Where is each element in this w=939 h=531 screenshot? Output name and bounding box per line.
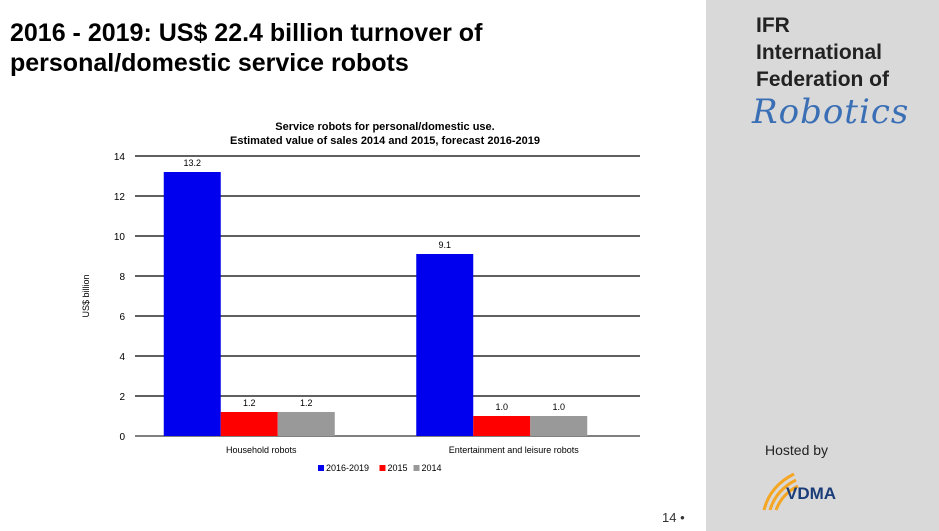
vdma-name: VDMA — [786, 484, 837, 503]
x-tick-label: Entertainment and leisure robots — [449, 445, 580, 455]
logo-line2: International — [756, 41, 883, 64]
legend-swatch — [413, 465, 420, 471]
x-tick-label: Household robots — [226, 445, 297, 455]
data-label: 1.0 — [552, 402, 565, 412]
y-tick-label: 0 — [119, 432, 125, 443]
slide-title: 2016 - 2019: US$ 22.4 billion turnover o… — [10, 19, 483, 77]
y-tick-label: 4 — [119, 352, 125, 363]
y-tick-label: 6 — [119, 312, 125, 323]
y-tick-label: 14 — [114, 152, 126, 163]
bar-2016-2019 — [163, 172, 221, 436]
chart-title-line1: Service robots for personal/domestic use… — [275, 121, 494, 133]
bar-chart: Service robots for personal/domestic use… — [81, 121, 640, 473]
chart-title-line2: Estimated value of sales 2014 and 2015, … — [230, 135, 540, 147]
legend-swatch — [379, 465, 386, 471]
data-label: 1.2 — [300, 398, 313, 408]
logo-script: Robotics — [752, 92, 910, 132]
hosted-by-label: Hosted by — [765, 442, 829, 458]
legend-label: 2015 — [388, 463, 408, 473]
ifr-logo — [706, 0, 939, 96]
vdma-logo-icon — [762, 472, 799, 511]
logo-line3: Federation of — [756, 68, 890, 91]
logo-line1: IFR — [756, 14, 790, 37]
data-label: 1.0 — [495, 402, 508, 412]
legend-swatch — [318, 465, 324, 471]
y-tick-label: 2 — [119, 392, 125, 403]
y-axis-label: US$ billion — [81, 274, 91, 317]
ifr-logo-text: IFR International Federation of — [756, 12, 926, 93]
bar-2014 — [277, 412, 335, 436]
bar-2015 — [473, 416, 531, 436]
bar-2014 — [530, 416, 588, 436]
data-label: 1.2 — [243, 398, 256, 408]
legend-label: 2014 — [422, 463, 442, 473]
data-label: 13.2 — [183, 158, 201, 168]
data-label: 9.1 — [438, 240, 451, 250]
y-tick-label: 12 — [114, 192, 126, 203]
bar-2015 — [220, 412, 278, 436]
legend-label: 2016-2019 — [326, 463, 369, 473]
y-tick-label: 10 — [114, 232, 126, 243]
page-number: 14 • — [662, 510, 685, 525]
bar-2016-2019 — [416, 254, 474, 436]
y-tick-label: 8 — [119, 272, 125, 283]
